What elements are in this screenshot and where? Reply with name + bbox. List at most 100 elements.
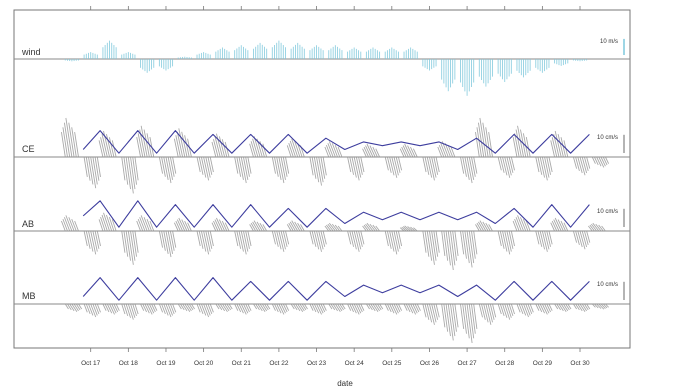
stick-ce-22-1 — [476, 127, 482, 158]
stick-ab-19-6 — [435, 230, 440, 253]
stick-ab-0-2 — [63, 217, 71, 232]
stick-mb-5-5 — [169, 303, 175, 315]
stick-ce-18-3 — [404, 143, 412, 158]
stick-ce-23-3 — [504, 156, 511, 178]
stick-mb-25-4 — [544, 303, 550, 314]
stick-ce-24-1 — [514, 133, 520, 158]
stick-ce-23-1 — [499, 156, 505, 173]
stick-ce-25-5 — [546, 156, 552, 175]
stick-mb-28-2 — [596, 303, 602, 309]
stick-mb-26-5 — [565, 303, 570, 311]
sticks-ce — [60, 117, 610, 194]
stick-mb-21-4 — [468, 303, 475, 339]
stick-mb-10-2 — [257, 303, 263, 312]
stick-ce-18-6 — [412, 148, 418, 158]
stick-ce-11-1 — [274, 156, 279, 177]
stick-ab-8-5 — [221, 220, 228, 232]
stick-mb-8-6 — [228, 303, 233, 310]
stick-ab-9-0 — [234, 230, 239, 247]
stick-ab-8-0 — [211, 222, 217, 232]
stick-mb-24-3 — [523, 303, 529, 318]
stick-mb-19-3 — [429, 303, 435, 325]
stick-ab-18-1 — [401, 226, 407, 232]
stick-mb-23-3 — [504, 303, 511, 320]
stick-mb-17-3 — [391, 303, 398, 315]
stick-ce-13-2 — [313, 156, 320, 183]
stick-ce-20-2 — [440, 143, 447, 158]
stick-mb-13-2 — [313, 303, 320, 314]
stick-ab-15-2 — [351, 230, 357, 250]
stick-mb-11-4 — [280, 303, 286, 314]
stick-ab-3-3 — [127, 230, 134, 265]
stick-ab-2-2 — [101, 214, 108, 232]
stick-ab-13-5 — [320, 230, 326, 247]
stick-ab-0-6 — [74, 220, 79, 232]
stick-ab-11-6 — [285, 230, 290, 245]
stick-ab-11-4 — [280, 230, 286, 250]
stick-ab-6-6 — [187, 222, 192, 232]
x-tick-label-3: Oct 19 — [156, 360, 176, 367]
scale-label-mb: 10 cm/s — [597, 282, 618, 288]
stick-mb-20-3 — [447, 303, 454, 341]
x-tick-label-1: Oct 17 — [81, 360, 101, 367]
stick-ab-17-5 — [395, 230, 401, 249]
stick-mb-21-3 — [466, 303, 473, 344]
stick-ce-15-6 — [360, 156, 365, 173]
stick-ce-28-0 — [591, 156, 596, 164]
stick-ce-4-4 — [143, 129, 150, 158]
stick-ce-25-1 — [537, 156, 543, 175]
stick-ce-15-5 — [358, 156, 363, 175]
stick-mb-5-3 — [165, 303, 172, 318]
stick-mb-4-6 — [153, 303, 158, 311]
stick-ab-18-2 — [402, 226, 409, 232]
stick-ce-10-2 — [252, 138, 259, 158]
stick-ce-12-0 — [286, 145, 292, 158]
stick-mb-26-3 — [560, 303, 567, 313]
stick-ab-6-0 — [173, 222, 179, 232]
stick-mb-12-4 — [299, 303, 305, 312]
stick-mb-2-3 — [109, 303, 115, 315]
stick-ce-12-2 — [289, 140, 296, 158]
stick-ab-5-6 — [172, 230, 177, 248]
stick-ce-23-4 — [506, 156, 512, 176]
stick-ab-27-1 — [575, 230, 580, 245]
stick-mb-8-1 — [217, 303, 223, 311]
stick-ab-3-2 — [125, 230, 131, 261]
stick-ab-20-4 — [450, 230, 456, 266]
stick-mb-27-4 — [581, 303, 587, 312]
stick-mb-1-2 — [88, 303, 94, 316]
stick-ab-2-1 — [100, 217, 106, 232]
stick-ab-23-2 — [502, 230, 508, 252]
stick-mb-24-4 — [525, 303, 531, 316]
stick-mb-28-6 — [605, 303, 609, 308]
stick-ce-15-2 — [351, 156, 357, 178]
stick-ab-9-6 — [247, 230, 252, 247]
stick-mb-22-1 — [481, 303, 486, 320]
x-tick-label-9: Oct 25 — [382, 360, 402, 367]
stick-mb-23-6 — [510, 303, 515, 315]
stick-ab-4-3 — [140, 215, 148, 232]
stick-ab-8-6 — [224, 222, 230, 232]
stick-mb-23-2 — [502, 303, 508, 318]
stick-ab-12-2 — [289, 221, 296, 232]
stick-ab-9-4 — [243, 230, 249, 252]
stick-ce-18-5 — [410, 146, 416, 158]
x-tick-label-14: Oct 30 — [570, 360, 590, 367]
stick-mb-20-2 — [445, 303, 451, 337]
stick-mb-6-3 — [184, 303, 191, 313]
stick-ce-18-0 — [399, 148, 405, 158]
stick-ce-1-2 — [88, 156, 94, 185]
stick-ce-13-6 — [322, 156, 327, 176]
stick-ab-1-6 — [96, 230, 101, 247]
panels: wind 10 m/s CE 10 cm/s AB 10 cm/s MB 10 cm/s — [14, 38, 630, 344]
x-tick-label-2: Oct 18 — [119, 360, 139, 367]
stick-ce-3-0 — [121, 156, 126, 181]
stick-ce-16-4 — [369, 145, 376, 158]
stick-mb-3-2 — [125, 303, 131, 318]
x-tick-label-11: Oct 27 — [458, 360, 478, 367]
stick-ab-24-6 — [525, 220, 531, 232]
stick-mb-3-4 — [130, 303, 136, 318]
stick-mb-6-1 — [180, 303, 185, 311]
stick-ab-27-6 — [586, 230, 591, 243]
stick-ab-7-0 — [196, 230, 201, 247]
